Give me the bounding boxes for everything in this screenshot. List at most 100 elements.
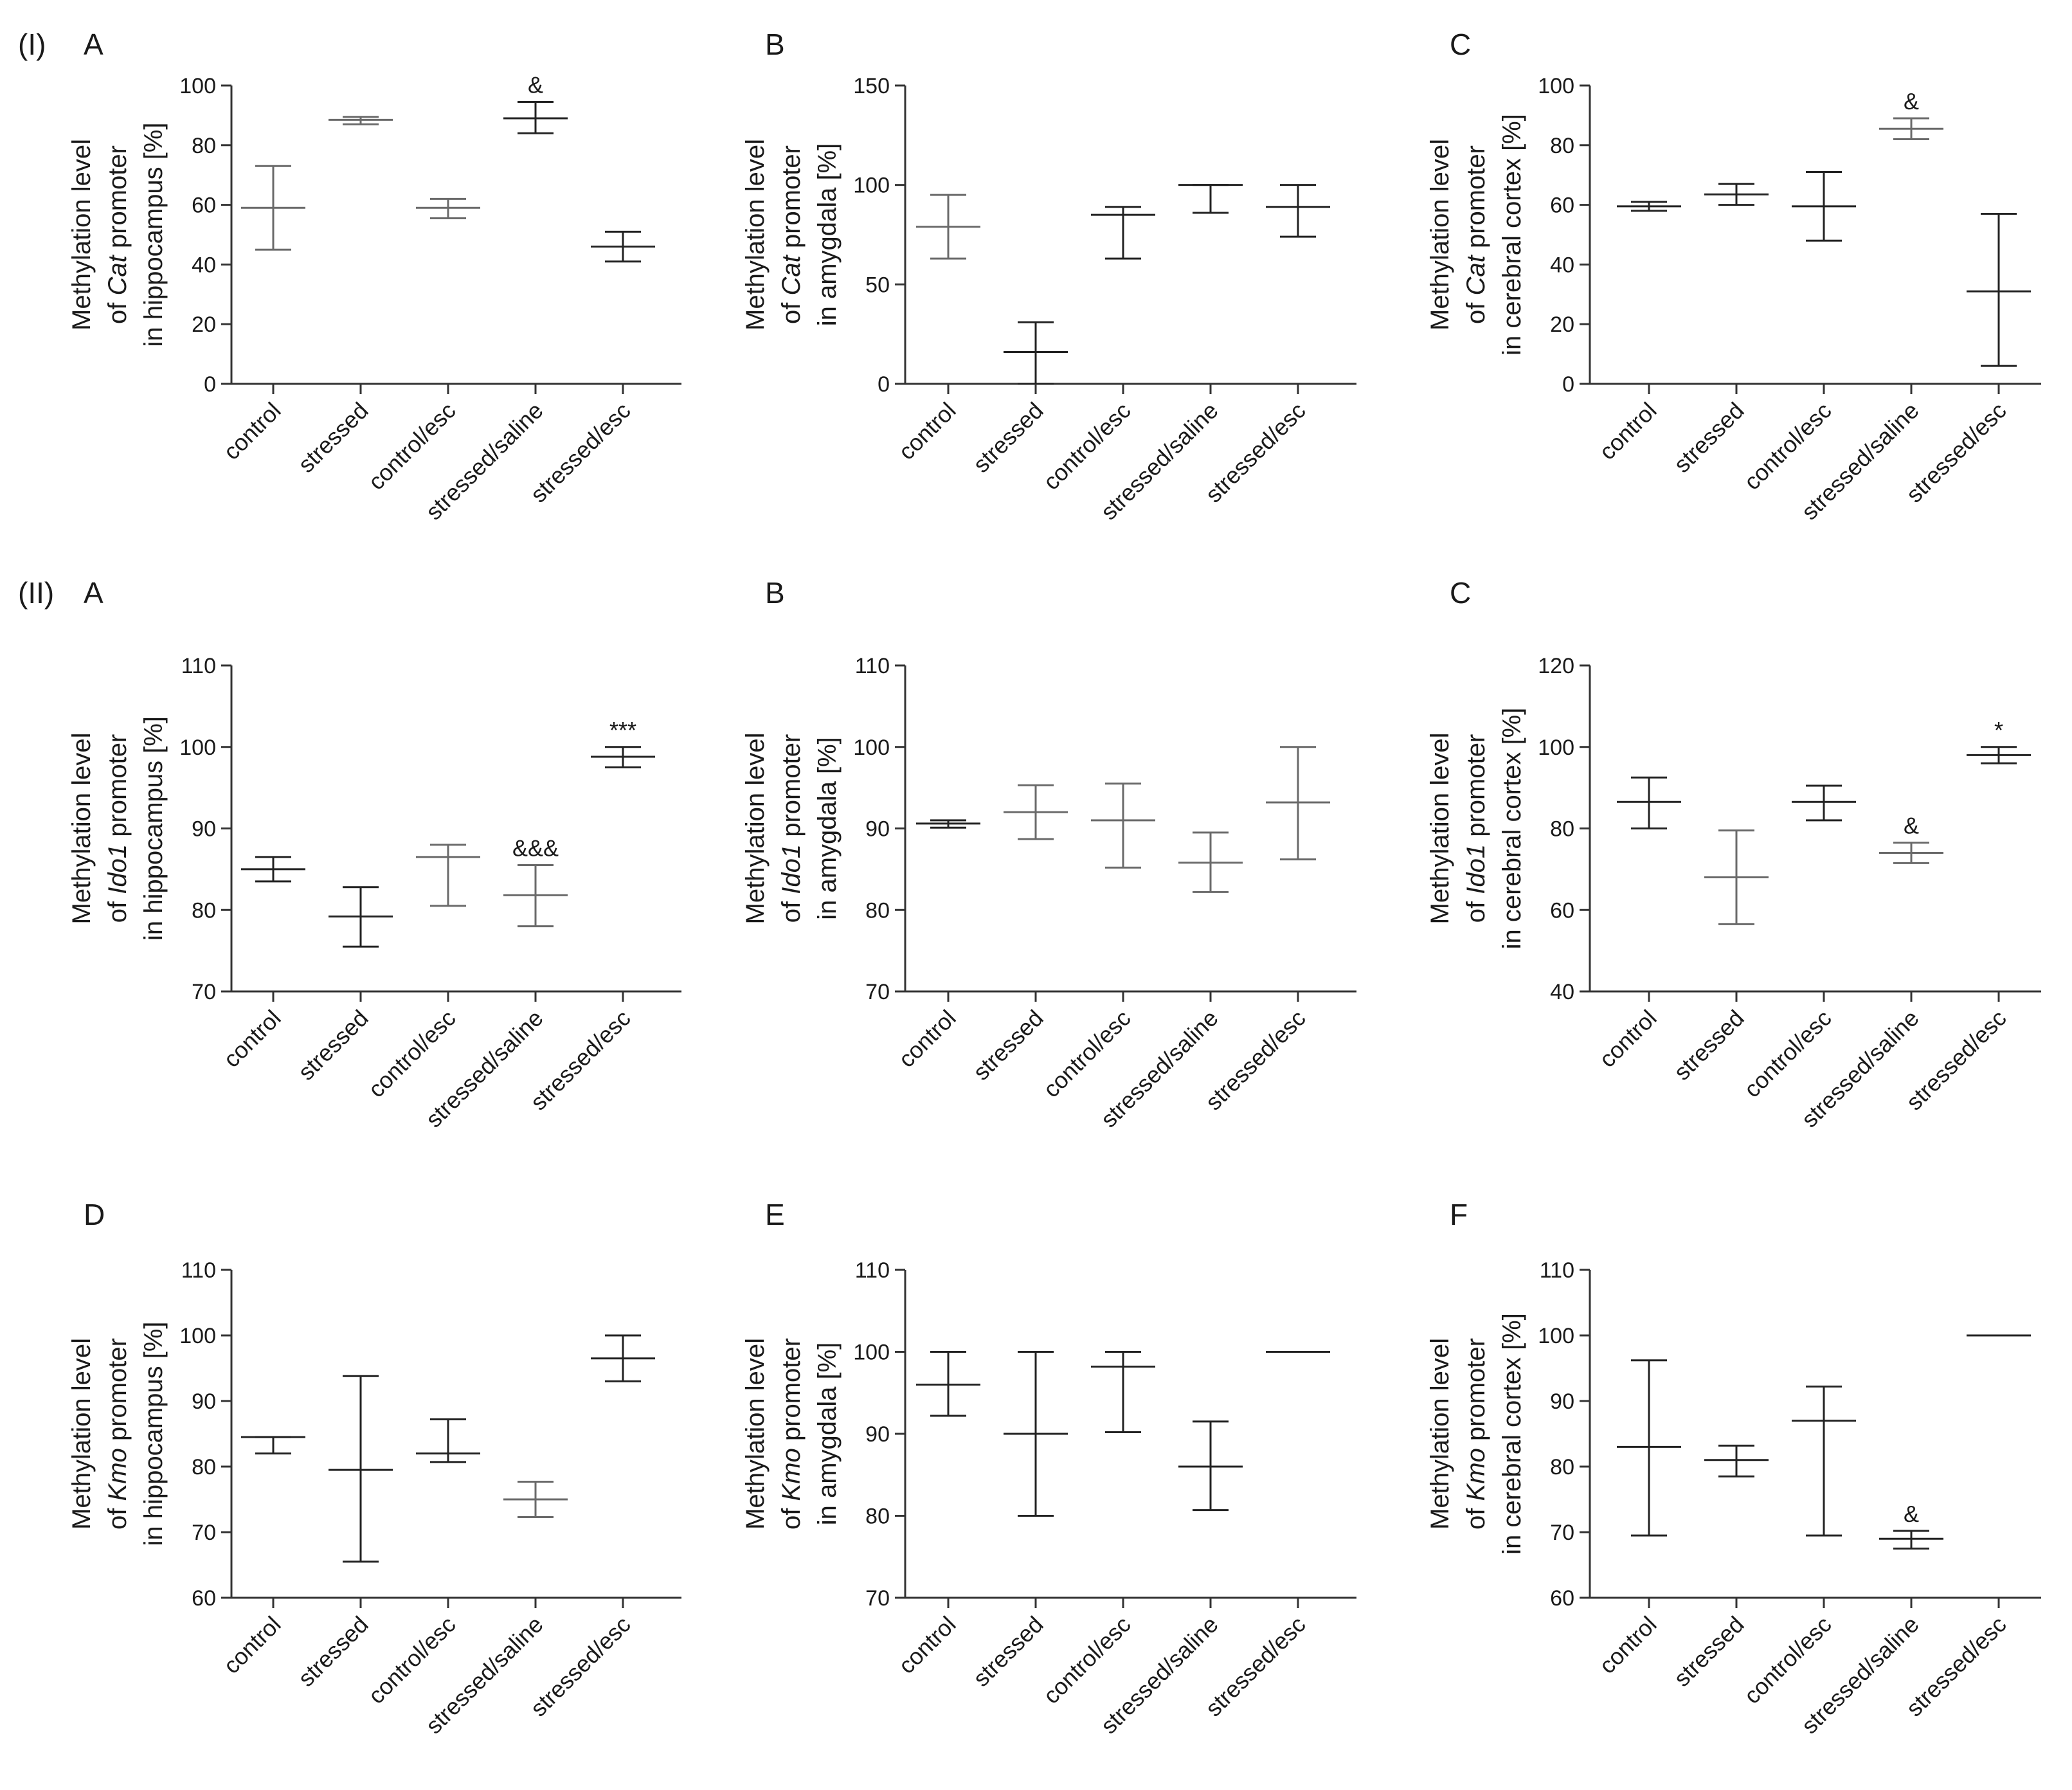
y-axis-label-part: in hippocampus [%] — [140, 716, 168, 941]
y-tick-label: 100 — [853, 736, 890, 760]
data-point — [1266, 184, 1330, 238]
data-point — [1178, 1420, 1243, 1512]
y-tick-label: 80 — [1550, 1455, 1574, 1479]
y-axis-label-part: Ido1 — [104, 844, 132, 894]
data-point — [916, 819, 980, 829]
x-tick-label: control — [893, 1005, 960, 1072]
section-label: (II) — [18, 576, 54, 610]
y-axis-label-part: of — [1462, 1501, 1490, 1529]
data-point — [591, 746, 655, 768]
x-tick-label: stressed — [293, 1005, 373, 1085]
y-tick-label: 110 — [1540, 1258, 1574, 1283]
x-tick-label: control — [1594, 1611, 1661, 1679]
data-point — [1879, 1530, 1943, 1550]
y-tick-label: 90 — [1550, 1389, 1574, 1414]
panel-letter: A — [84, 28, 104, 61]
y-axis-label: Methylation level of Kmo promoter in amygd… — [741, 1338, 842, 1530]
y-axis-label-part: Methylation level — [741, 1338, 770, 1530]
chart-panel-2-a: A 70 80 90 100 110 Methylation level of Ido1 pr… — [68, 576, 681, 1132]
panel-letter: A — [84, 576, 104, 610]
y-axis-label-part: Kmo — [104, 1448, 132, 1501]
y-tick-label: 80 — [865, 898, 890, 923]
x-tick-label: stressed — [293, 397, 373, 478]
significance-annotation: & — [528, 72, 543, 98]
y-axis-label-part: in amygdala [%] — [813, 1342, 842, 1526]
y-axis-label-part: promoter — [104, 1338, 132, 1448]
data-point — [329, 1375, 393, 1563]
y-axis-label: Methylation level of Kmo promoter in cereb… — [1426, 1313, 1526, 1555]
data-point — [1178, 184, 1243, 214]
y-tick-label: 60 — [192, 194, 216, 218]
y-axis-label: Methylation level of Kmo promoter in hippo… — [68, 1321, 168, 1546]
chart-panel-1-b: B 0 50 100 150 Methylation level of Cat promot… — [741, 28, 1356, 525]
y-axis-label-part: Methylation level — [68, 1338, 96, 1530]
chart-panel-2-c: C 40 60 80 100 120 Methylation level of Ido1 pr… — [1426, 576, 2041, 1132]
panel-letter: D — [84, 1198, 105, 1231]
data-point — [1617, 1359, 1681, 1537]
data-point — [416, 197, 480, 219]
y-axis-label-part: in cerebral cortex [%] — [1498, 1313, 1526, 1555]
panel-letter: B — [765, 576, 785, 610]
y-axis-label-part: Cat — [104, 254, 132, 295]
y-axis-label: Methylation level of Cat promoter in cereb… — [1426, 114, 1526, 356]
y-tick-label: 70 — [1550, 1521, 1574, 1545]
y-tick-label: 40 — [192, 253, 216, 277]
data-point — [241, 1436, 305, 1455]
y-tick-label: 90 — [192, 1389, 216, 1414]
y-axis-label-part: Kmo — [1462, 1448, 1490, 1501]
x-tick-label: control — [218, 1611, 285, 1679]
panel-letter: C — [1450, 28, 1471, 61]
panel-letter: E — [765, 1198, 785, 1231]
chart-panel-3-f: F 60 70 80 90 100 110 Methylation level of Kmo p… — [1426, 1198, 2041, 1739]
data-point — [416, 844, 480, 907]
data-point — [1792, 784, 1856, 822]
x-tick-label: stressed — [1668, 1611, 1749, 1692]
data-point — [1178, 831, 1243, 893]
data-point — [1704, 183, 1769, 206]
data-point — [416, 1418, 480, 1463]
y-tick-label: 100 — [853, 1341, 890, 1365]
data-point — [1879, 117, 1943, 141]
y-axis-label-part: in amygdala [%] — [813, 143, 842, 327]
y-tick-label: 50 — [865, 273, 890, 297]
y-axis-label-part: promoter — [1462, 734, 1490, 844]
data-point — [916, 194, 980, 260]
y-axis-label-part: Cat — [1462, 254, 1490, 295]
y-tick-label: 110 — [181, 1258, 216, 1283]
y-axis-label: Methylation level of Cat promoter in amygd… — [741, 139, 842, 330]
y-axis-label-part: Ido1 — [1462, 844, 1490, 894]
data-point — [329, 116, 393, 125]
data-point — [1091, 206, 1155, 260]
data-point — [1004, 784, 1068, 840]
y-axis-label-part: of — [104, 1501, 132, 1529]
x-tick-label: control — [1594, 1005, 1661, 1072]
y-tick-label: 40 — [1550, 253, 1574, 277]
chart-panel-2-b: B 70 80 90 100 110 Methylation level of Ido1 pr… — [741, 576, 1356, 1132]
y-tick-label: 70 — [865, 1586, 890, 1611]
y-tick-label: 80 — [1550, 134, 1574, 158]
data-point — [591, 1334, 655, 1382]
y-axis-label-part: in cerebral cortex [%] — [1498, 114, 1526, 356]
y-axis-label-part: Methylation level — [1426, 139, 1454, 330]
data-point — [1617, 776, 1681, 829]
data-point — [503, 864, 568, 928]
data-point — [916, 1351, 980, 1417]
data-point — [1004, 1351, 1068, 1517]
y-tick-label: 90 — [865, 817, 890, 842]
data-point — [1879, 842, 1943, 864]
data-point — [591, 230, 655, 263]
y-axis-label-part: in hippocampus [%] — [140, 122, 168, 347]
data-point — [503, 101, 568, 134]
y-axis-label-part: Methylation level — [741, 733, 770, 925]
y-tick-label: 60 — [1550, 1586, 1574, 1611]
data-point — [1266, 746, 1330, 861]
y-tick-label: 60 — [1550, 898, 1574, 923]
y-tick-label: 80 — [192, 1455, 216, 1479]
x-tick-label: control — [218, 397, 285, 465]
panel-letter: B — [765, 28, 785, 61]
y-tick-label: 150 — [853, 74, 890, 98]
y-tick-label: 80 — [865, 1505, 890, 1529]
x-tick-label: stressed — [968, 1611, 1048, 1692]
y-tick-label: 100 — [1538, 74, 1574, 98]
y-tick-label: 100 — [853, 174, 890, 198]
